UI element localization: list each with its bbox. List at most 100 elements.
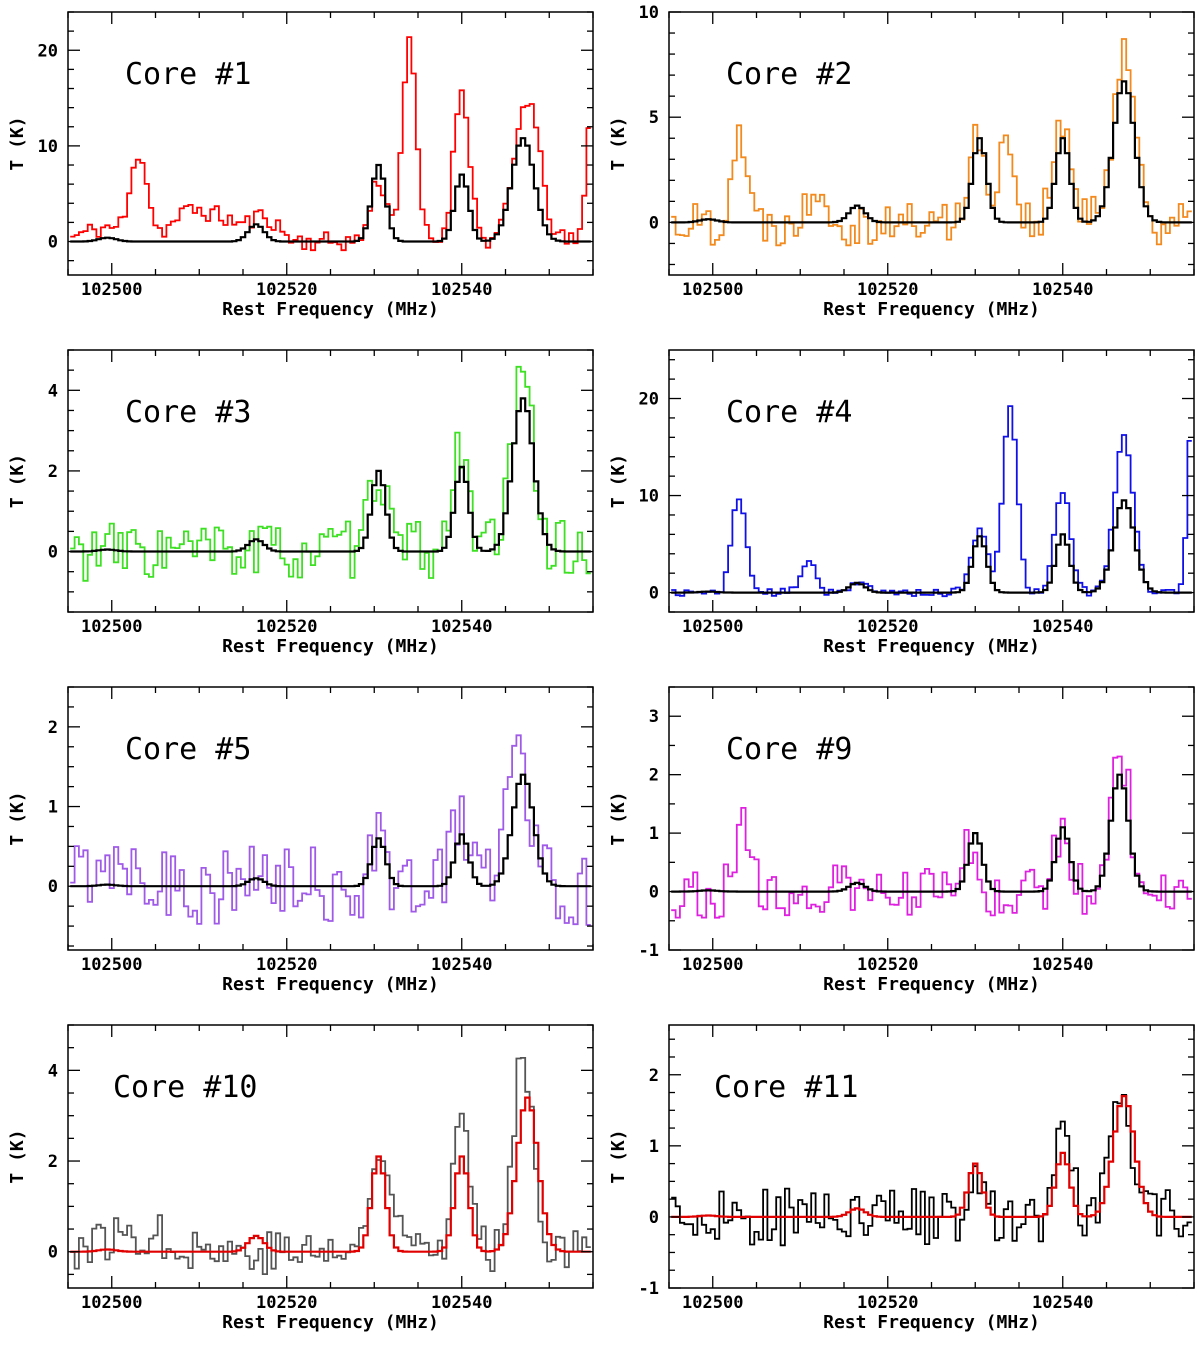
model-spectrum xyxy=(671,499,1192,594)
plot-frame xyxy=(67,11,594,276)
plot-frame xyxy=(668,1024,1195,1289)
observed-spectrum xyxy=(671,405,1192,598)
y-tick-label: 0 xyxy=(649,584,659,604)
observed-spectrum xyxy=(70,365,591,582)
y-tick-label: 20 xyxy=(38,41,58,61)
x-tick-label: 102500 xyxy=(682,280,743,300)
plot-frame xyxy=(668,349,1195,613)
y-tick-label: 0 xyxy=(649,1208,659,1228)
y-tick-label: 5 xyxy=(649,108,659,128)
y-tick-label: 0 xyxy=(48,877,58,897)
x-axis-label: Rest Frequency (MHz) xyxy=(823,1312,1040,1333)
panel-title: Core #11 xyxy=(714,1070,859,1105)
spectrum-panel-3: 102500 102520 102540 0 2 4 Rest Frequency (MHz… xyxy=(7,349,594,657)
y-tick-label: -1 xyxy=(639,941,659,961)
panel-title: Core #5 xyxy=(125,732,251,767)
y-tick-label: 20 xyxy=(639,390,659,410)
y-tick-label: 2 xyxy=(48,462,58,482)
y-tick-label: 0 xyxy=(48,1243,58,1263)
plot-frame xyxy=(668,11,1195,276)
spectrum-panel-4: 102500 102520 102540 0 10 20 Rest Frequency (M… xyxy=(608,349,1195,657)
y-tick-label: 2 xyxy=(48,1152,58,1172)
spectrum-panel-2: 102500 102520 102540 0 5 10 Rest Frequency (MH… xyxy=(608,3,1195,320)
x-axis-label: Rest Frequency (MHz) xyxy=(823,974,1040,995)
plot-frame xyxy=(67,349,594,613)
y-tick-label: 1 xyxy=(649,1137,659,1157)
y-axis-label: T (K) xyxy=(608,791,629,845)
x-tick-label: 102520 xyxy=(256,1293,317,1313)
spectrum-panel-7: 102500 102520 102540 0 2 4 Rest Frequency (MHz… xyxy=(7,1024,594,1333)
plot-frame xyxy=(67,686,594,951)
y-tick-label: 0 xyxy=(48,543,58,563)
x-tick-label: 102500 xyxy=(682,617,743,637)
y-tick-label: 4 xyxy=(48,381,58,401)
observed-spectrum xyxy=(70,36,591,252)
plot-frame xyxy=(67,1024,594,1289)
panel-title: Core #4 xyxy=(726,395,852,430)
observed-spectrum xyxy=(671,1094,1192,1247)
x-tick-label: 102520 xyxy=(256,280,317,300)
x-tick-label: 102500 xyxy=(81,955,142,975)
y-axis-label: T (K) xyxy=(7,116,28,170)
panel-title: Core #10 xyxy=(113,1070,258,1105)
observed-spectrum xyxy=(70,734,591,926)
y-axis-label: T (K) xyxy=(608,1129,629,1183)
x-tick-label: 102520 xyxy=(857,1293,918,1313)
y-tick-label: 10 xyxy=(38,137,58,157)
x-axis-label: Rest Frequency (MHz) xyxy=(222,1312,439,1333)
x-tick-label: 102540 xyxy=(1032,955,1093,975)
panel-title: Core #1 xyxy=(125,57,251,92)
model-spectrum xyxy=(671,1095,1192,1218)
x-tick-label: 102520 xyxy=(857,280,918,300)
panel-title: Core #9 xyxy=(726,732,852,767)
x-tick-label: 102540 xyxy=(431,955,492,975)
y-tick-label: 3 xyxy=(649,707,659,727)
y-tick-label: 10 xyxy=(639,487,659,507)
y-tick-label: 4 xyxy=(48,1061,58,1081)
x-tick-label: 102500 xyxy=(81,617,142,637)
model-spectrum xyxy=(70,137,591,243)
y-axis-label: T (K) xyxy=(7,1129,28,1183)
x-tick-label: 102500 xyxy=(682,1293,743,1313)
x-axis-label: Rest Frequency (MHz) xyxy=(823,636,1040,657)
y-tick-label: 0 xyxy=(649,883,659,903)
model-spectrum xyxy=(70,1096,591,1253)
model-spectrum xyxy=(70,773,591,888)
x-axis-label: Rest Frequency (MHz) xyxy=(222,974,439,995)
x-tick-label: 102520 xyxy=(857,617,918,637)
model-spectrum xyxy=(70,397,591,553)
spectrum-panel-1: 102500 102520 102540 0 10 20 Rest Frequency (M… xyxy=(7,11,594,320)
y-tick-label: -1 xyxy=(639,1279,659,1299)
x-tick-label: 102520 xyxy=(256,955,317,975)
x-axis-label: Rest Frequency (MHz) xyxy=(222,299,439,320)
x-tick-label: 102520 xyxy=(256,617,317,637)
y-tick-label: 2 xyxy=(48,718,58,738)
y-tick-label: 2 xyxy=(649,1066,659,1086)
panel-title: Core #2 xyxy=(726,57,852,92)
x-axis-label: Rest Frequency (MHz) xyxy=(823,299,1040,320)
plot-frame xyxy=(668,686,1195,951)
model-spectrum xyxy=(671,80,1192,224)
model-spectrum xyxy=(671,773,1192,893)
y-axis-label: T (K) xyxy=(608,454,629,508)
x-axis-label: Rest Frequency (MHz) xyxy=(222,636,439,657)
y-axis-label: T (K) xyxy=(608,116,629,170)
x-tick-label: 102500 xyxy=(81,280,142,300)
y-tick-label: 1 xyxy=(649,824,659,844)
x-tick-label: 102540 xyxy=(431,1293,492,1313)
y-tick-label: 0 xyxy=(649,213,659,233)
x-tick-label: 102540 xyxy=(1032,280,1093,300)
x-tick-label: 102540 xyxy=(1032,1293,1093,1313)
x-tick-label: 102520 xyxy=(857,955,918,975)
x-tick-label: 102500 xyxy=(682,955,743,975)
x-tick-label: 102540 xyxy=(431,617,492,637)
y-tick-label: 10 xyxy=(639,3,659,23)
y-tick-label: 1 xyxy=(48,798,58,818)
y-tick-label: 0 xyxy=(48,233,58,253)
x-tick-label: 102540 xyxy=(1032,617,1093,637)
spectrum-panel-5: 102500 102520 102540 0 1 2 Rest Frequency (MHz… xyxy=(7,686,594,995)
panel-title: Core #3 xyxy=(125,395,251,430)
y-axis-label: T (K) xyxy=(7,791,28,845)
x-tick-label: 102500 xyxy=(81,1293,142,1313)
